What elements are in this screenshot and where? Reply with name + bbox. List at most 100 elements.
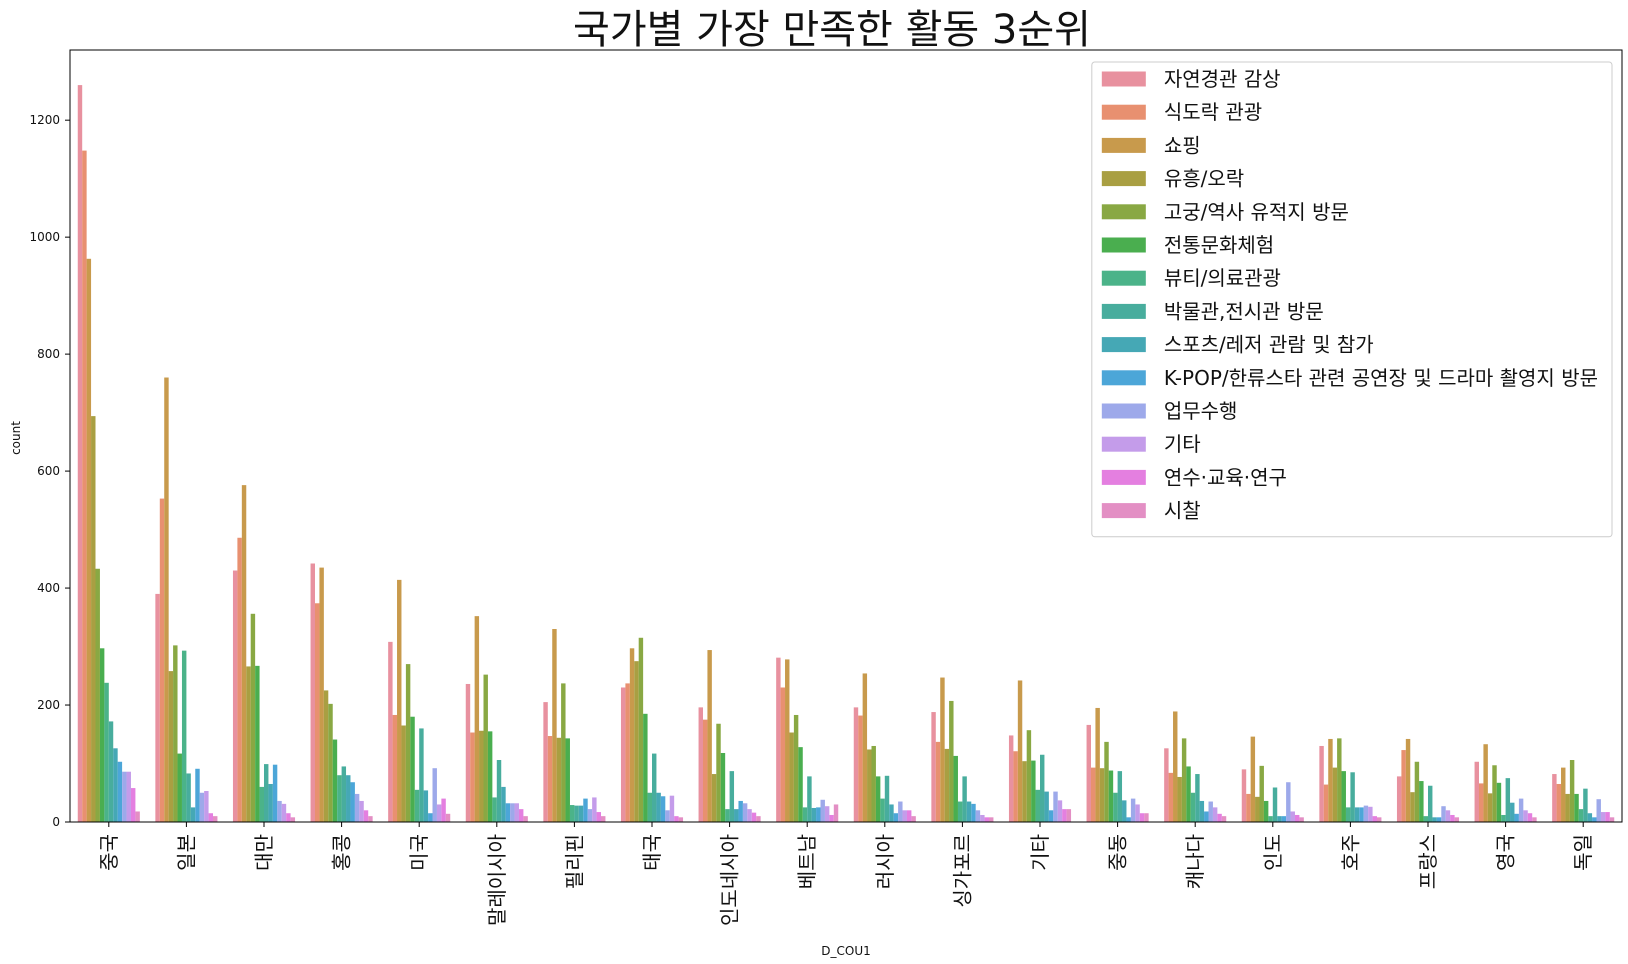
- y-axis-label: count: [9, 421, 23, 455]
- bar: [483, 674, 488, 822]
- x-tick-label: 홍콩: [330, 834, 354, 871]
- bar: [1372, 816, 1378, 822]
- legend-label: 스포츠/레저 관람 및 참가: [1164, 333, 1374, 357]
- bar: [1044, 791, 1049, 822]
- bar: [1368, 806, 1373, 822]
- bar: [1035, 789, 1040, 822]
- bar-group: [1164, 711, 1227, 822]
- bar: [980, 814, 985, 822]
- bar: [798, 747, 803, 822]
- bar: [1272, 787, 1278, 822]
- x-axis: 중국 일본 대만 홍콩 미국 말레이시아 필리핀 태국 인도네시아 베트남 러시아 싱가포르 기타 중동 캐…: [97, 822, 1595, 926]
- bar: [126, 771, 131, 822]
- bar: [1609, 817, 1615, 822]
- bar: [290, 817, 296, 822]
- bar: [1552, 774, 1557, 822]
- bar: [1057, 800, 1063, 822]
- bar: [1561, 767, 1566, 822]
- bar: [1026, 730, 1032, 822]
- bar: [1345, 807, 1351, 822]
- bar: [1241, 769, 1247, 822]
- legend-label: 시찰: [1164, 499, 1201, 523]
- bar: [470, 732, 475, 822]
- bar: [436, 804, 442, 822]
- bar: [674, 816, 679, 822]
- bar: [565, 738, 570, 822]
- bar: [117, 761, 123, 822]
- bar: [984, 817, 990, 822]
- bar: [725, 809, 730, 822]
- bar: [1173, 711, 1178, 822]
- bar: [1428, 785, 1433, 822]
- bar: [989, 817, 994, 822]
- bar: [906, 810, 912, 822]
- legend-label: 자연경관 감상: [1164, 67, 1281, 91]
- bar: [130, 788, 136, 822]
- bar: [734, 809, 739, 822]
- bar: [286, 813, 291, 822]
- bar: [587, 809, 593, 822]
- bar: [1190, 792, 1196, 822]
- bar: [1492, 765, 1497, 822]
- bar: [501, 786, 506, 822]
- legend-swatch: [1101, 204, 1146, 220]
- x-tick-label: 인도네시아: [718, 834, 742, 926]
- bar: [1090, 767, 1096, 822]
- bar: [552, 629, 557, 822]
- bar: [1505, 778, 1511, 822]
- bar: [1377, 817, 1382, 822]
- legend-swatch: [1101, 403, 1146, 419]
- bar: [1532, 817, 1537, 822]
- bar: [91, 416, 96, 822]
- legend-swatch: [1101, 469, 1146, 485]
- bar: [428, 813, 433, 822]
- bar: [1410, 792, 1415, 822]
- bar: [1423, 816, 1428, 822]
- legend-swatch: [1101, 104, 1146, 120]
- legend-swatch: [1101, 137, 1146, 153]
- bar: [113, 748, 118, 822]
- bar: [1217, 813, 1222, 822]
- x-tick-label: 싱가포르: [950, 834, 974, 908]
- bar: [931, 712, 936, 822]
- bar: [811, 807, 817, 822]
- bar: [445, 813, 451, 822]
- bar: [561, 683, 566, 822]
- bar: [1281, 816, 1287, 822]
- bar: [669, 795, 675, 822]
- bar: [1396, 776, 1402, 822]
- bar: [1031, 760, 1036, 822]
- bar: [1139, 813, 1145, 822]
- bar: [108, 721, 114, 822]
- bar: [363, 810, 369, 822]
- legend-swatch: [1101, 237, 1146, 253]
- bar: [751, 812, 757, 822]
- bar: [310, 563, 315, 822]
- bar: [1354, 807, 1360, 822]
- bar: [359, 800, 364, 822]
- bar: [474, 616, 480, 822]
- bar: [1341, 771, 1346, 822]
- bar: [953, 755, 958, 822]
- bar: [1414, 761, 1420, 822]
- bar-group: [310, 563, 373, 822]
- bar: [104, 682, 109, 822]
- bar: [578, 805, 584, 822]
- bar: [889, 804, 894, 822]
- bar: [1108, 770, 1114, 822]
- bar: [518, 809, 524, 822]
- bar: [638, 637, 644, 822]
- y-axis: 0 200 400 600 800 1000 1200: [29, 113, 70, 829]
- bar: [547, 736, 553, 822]
- bar: [241, 485, 247, 822]
- x-tick-label: 기타: [1028, 834, 1052, 871]
- bar: [181, 650, 187, 822]
- bar: [574, 805, 579, 822]
- bar: [858, 715, 863, 822]
- bar-group: [1474, 744, 1537, 822]
- bar: [756, 816, 761, 822]
- bar: [807, 776, 812, 822]
- bar: [971, 803, 976, 822]
- bar: [505, 803, 511, 822]
